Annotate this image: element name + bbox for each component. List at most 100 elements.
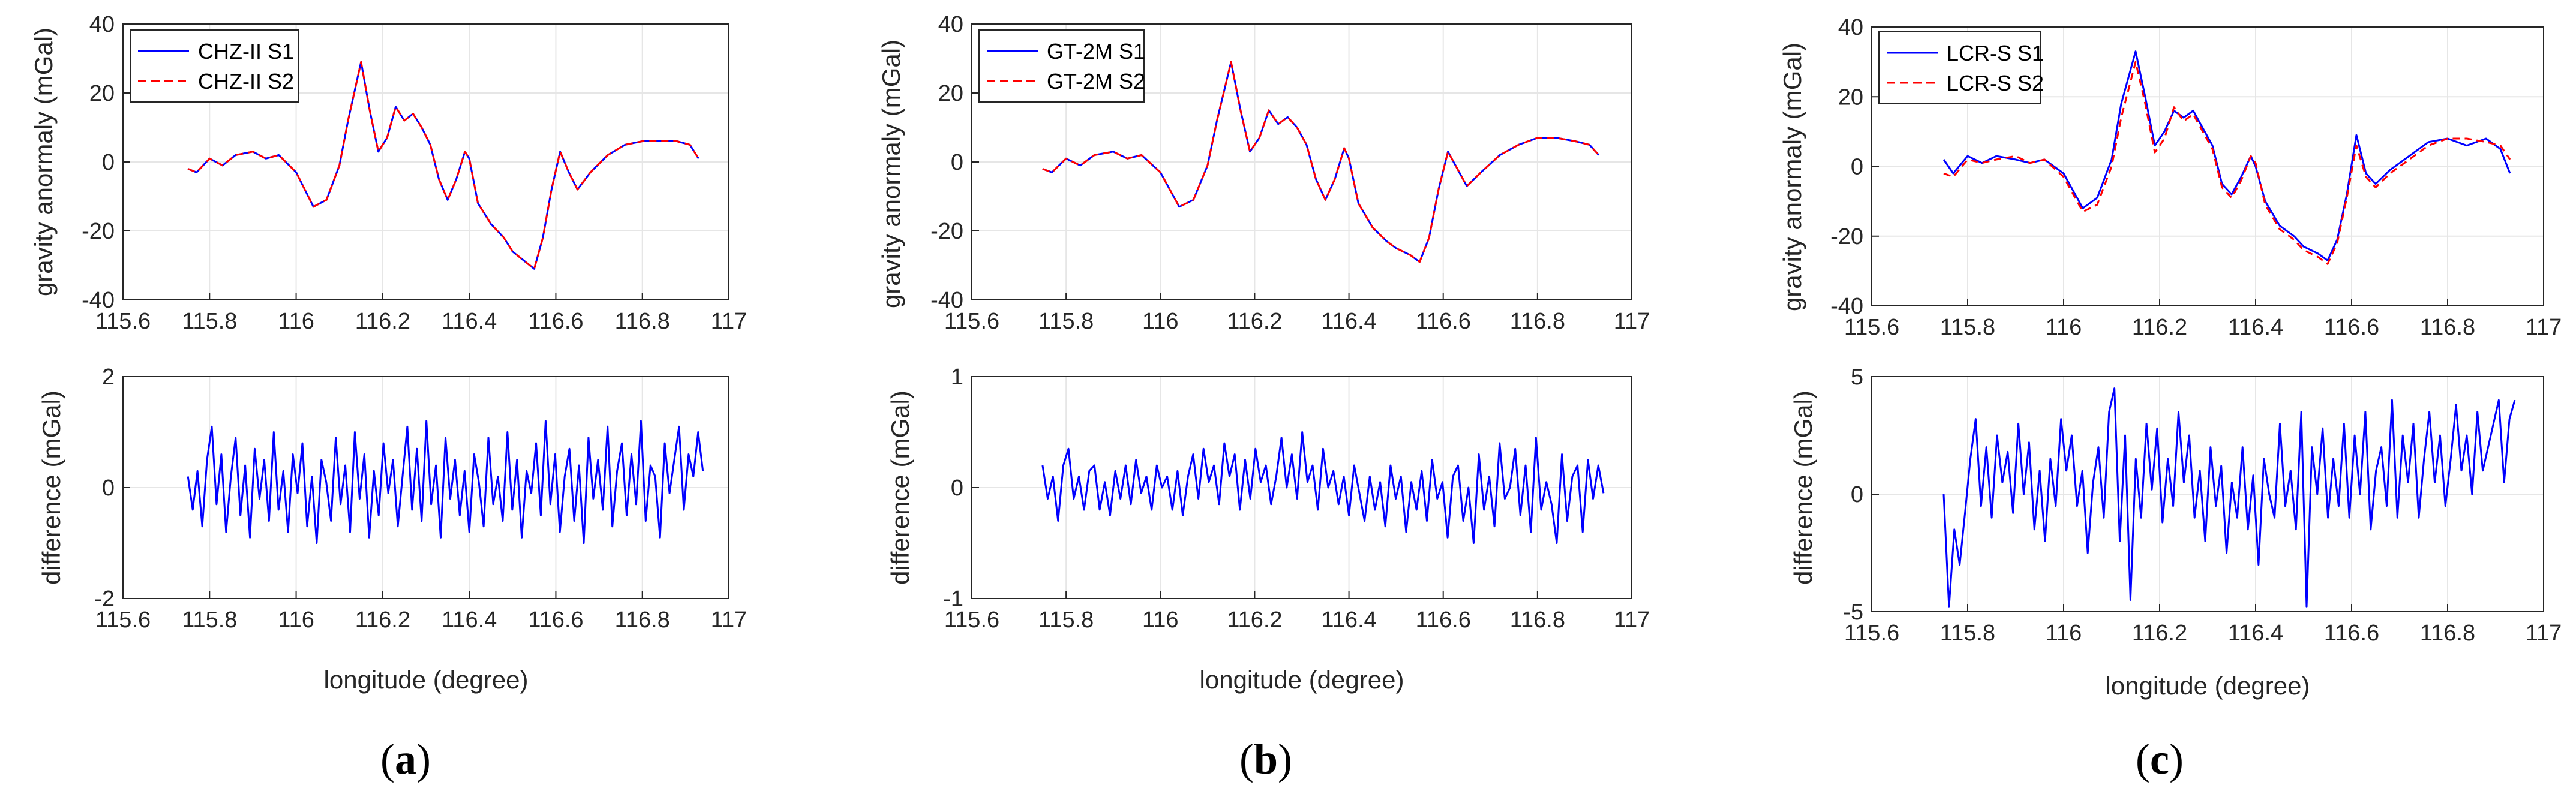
y-tick-label: -40 [82, 288, 115, 313]
ylabel-c-top: gravity anormaly (mGal) [1778, 43, 1806, 311]
y-tick-label: 40 [1838, 15, 1863, 40]
panel-letter-b: b [1254, 735, 1278, 783]
x-tick-label: 117 [1614, 309, 1650, 334]
x-tick-label: 116.4 [442, 309, 497, 334]
x-tick-label: 116.6 [528, 309, 583, 334]
xlabel-b-bottom: longitude (degree) [1200, 666, 1404, 694]
ylabel-c-bottom: difference (mGal) [1789, 390, 1817, 585]
x-tick-label: 115.6 [944, 309, 999, 334]
y-tick-label: 40 [938, 12, 963, 37]
y-tick-label: -1 [943, 587, 963, 612]
y-tick-label: -40 [930, 288, 963, 313]
legend-b-top: GT-2M S1 GT-2M S2 [978, 29, 1145, 103]
y-tick-label: -5 [1843, 600, 1863, 625]
xlabel-c-bottom: longitude (degree) [2106, 672, 2310, 700]
x-tick-label: 115.8 [1038, 607, 1094, 633]
panel-label-c: (c) [2136, 735, 2184, 783]
panel-letter-a: a [395, 735, 416, 783]
x-tick-label: 116.8 [1510, 607, 1565, 633]
chart-b-bottom: difference (mGal) 115.6 115.8 116 116.2 116.… [886, 365, 1650, 694]
y-tick-label: 0 [1851, 155, 1863, 180]
y-tick-label: -20 [1830, 224, 1863, 249]
x-tick-label: 116.4 [1321, 607, 1376, 633]
x-tick-label: 116.8 [615, 309, 670, 334]
x-tick-label: 116.2 [355, 309, 410, 334]
x-tick-label: 115.6 [944, 607, 999, 633]
x-tick-label: 116.4 [2228, 315, 2283, 340]
ylabel-b-bottom: difference (mGal) [886, 390, 914, 585]
x-tick-label: 116 [1142, 607, 1179, 633]
legend-label-s1: CHZ-II S1 [198, 39, 294, 64]
x-tick-label: 116.8 [615, 607, 670, 633]
chart-b-top: gravity anormaly (mGal) 115.6 115.8 116 116… [877, 12, 1650, 334]
legend-box [1878, 31, 2041, 104]
legend-label-s2: CHZ-II S2 [198, 69, 294, 94]
y-tick-label: -40 [1830, 294, 1863, 319]
x-tick-label: 116 [2046, 621, 2082, 646]
axes-frame [1871, 376, 2544, 612]
panel-label-a: (a) [380, 735, 431, 783]
chart-a-bottom: difference (mGal) 115.6 115.8 116 116.2 116.… [37, 365, 747, 694]
x-tick-label: 116.4 [2228, 621, 2283, 646]
x-tick-label: 116.8 [1510, 309, 1565, 334]
x-tick-label: 116.6 [1416, 607, 1471, 633]
legend-label-s2: LCR-S S2 [1947, 71, 2044, 95]
x-tick-label: 116 [278, 607, 314, 633]
x-tick-label: 117 [2526, 621, 2562, 646]
legend-a-top: CHZ-II S1 CHZ-II S2 [130, 29, 299, 103]
x-tick-label: 115.8 [182, 309, 237, 334]
legend-box [130, 29, 299, 103]
series-line-2 [1042, 61, 1600, 263]
x-tick-label: 117 [2526, 315, 2562, 340]
legend-label-s2: GT-2M S2 [1047, 69, 1145, 94]
x-tick-label: 117 [711, 607, 747, 633]
ylabel-b-top: gravity anormaly (mGal) [877, 40, 905, 308]
y-tick-label: 0 [951, 476, 963, 501]
y-tick-label: 20 [89, 81, 115, 106]
x-tick-label: 115.8 [182, 607, 237, 633]
y-tick-label: 5 [1851, 365, 1863, 390]
legend-label-s1: LCR-S S1 [1947, 41, 2044, 65]
y-tick-label: 20 [938, 81, 963, 106]
ylabel-a-bottom: difference (mGal) [37, 390, 65, 585]
y-tick-label: -2 [94, 587, 115, 612]
series-line-2 [187, 61, 699, 270]
legend-label-s1: GT-2M S1 [1047, 39, 1145, 64]
x-tick-label: 116.8 [2420, 621, 2475, 646]
axes-frame [122, 23, 729, 300]
y-tick-label: 20 [1838, 85, 1863, 110]
panel-letter-c: c [2150, 735, 2169, 783]
x-tick-label: 116.6 [1416, 309, 1471, 334]
xlabel-a-bottom: longitude (degree) [324, 666, 529, 694]
x-tick-label: 116.2 [1227, 607, 1282, 633]
y-tick-label: 40 [89, 12, 115, 37]
x-tick-label: 115.8 [1038, 309, 1094, 334]
x-tick-label: 116.2 [2132, 621, 2187, 646]
x-tick-label: 116.2 [1227, 309, 1282, 334]
x-tick-label: 116.6 [528, 607, 583, 633]
x-tick-label: 116.6 [2324, 315, 2379, 340]
x-tick-label: 116.2 [355, 607, 410, 633]
x-tick-label: 116 [2046, 315, 2082, 340]
y-tick-label: 0 [102, 150, 115, 175]
legend-c-top: LCR-S S1 LCR-S S2 [1878, 31, 2044, 104]
x-tick-label: 116.8 [2420, 315, 2475, 340]
axes-frame [971, 376, 1632, 599]
x-tick-label: 115.6 [1844, 621, 1899, 646]
y-tick-label: 1 [951, 365, 963, 390]
chart-a-top: gravity anormaly (mGal) 115.6 115.8 116 116… [29, 12, 747, 334]
y-tick-label: 0 [102, 476, 115, 501]
chart-c-top: gravity anormaly (mGal) 115.6 115.8 116 116… [1778, 15, 2562, 340]
x-tick-label: 115.8 [1940, 621, 1995, 646]
x-tick-label: 115.6 [95, 309, 151, 334]
x-tick-label: 116 [1142, 309, 1179, 334]
ylabel-a-top: gravity anormaly (mGal) [29, 28, 58, 296]
axes-frame [971, 23, 1632, 300]
y-tick-label: -20 [930, 219, 963, 244]
x-tick-label: 117 [1614, 607, 1650, 633]
x-tick-label: 116.6 [2324, 621, 2379, 646]
series-line-1 [1041, 431, 1605, 544]
y-tick-label: 0 [951, 150, 963, 175]
y-tick-label: -20 [82, 219, 115, 244]
